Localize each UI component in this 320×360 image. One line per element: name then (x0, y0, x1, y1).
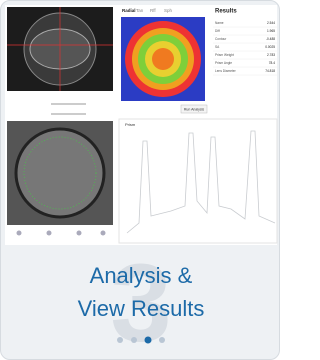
pager-dot[interactable] (145, 337, 152, 344)
result-label: Lens Diameter (215, 69, 237, 73)
graph-title: Prism (125, 122, 136, 127)
result-label: Diff (215, 29, 220, 33)
result-label: Prism Weight (215, 53, 234, 57)
result-value: 1.965 (267, 29, 275, 33)
pager (1, 333, 280, 347)
result-value: 2.783 (267, 53, 275, 57)
result-value: 74.818 (265, 69, 275, 73)
pager-dot[interactable] (117, 337, 123, 343)
button-label: Run Analysis (184, 107, 204, 111)
tab[interactable]: Radial (122, 8, 136, 13)
map-ring (152, 48, 174, 70)
caption-line: Analysis & (1, 263, 280, 289)
pager-dot[interactable] (131, 337, 137, 343)
tab[interactable]: Sph (164, 8, 173, 13)
result-label: Contour (215, 37, 227, 41)
result-label: Name (215, 21, 224, 25)
lens-edge (16, 129, 104, 217)
result-value: -0.488 (266, 37, 275, 41)
tab[interactable]: Rff (150, 8, 156, 13)
tab[interactable]: Tan (136, 8, 144, 13)
result-value: 0.0025 (265, 45, 275, 49)
results-title: Results (215, 9, 237, 15)
graph (119, 119, 277, 243)
pager-dot[interactable] (159, 337, 165, 343)
caption-line: View Results (1, 296, 280, 322)
result-label: Prism Angle (215, 61, 232, 65)
result-value: 78.4 (269, 61, 275, 65)
result-value: 2.544 (267, 21, 275, 25)
